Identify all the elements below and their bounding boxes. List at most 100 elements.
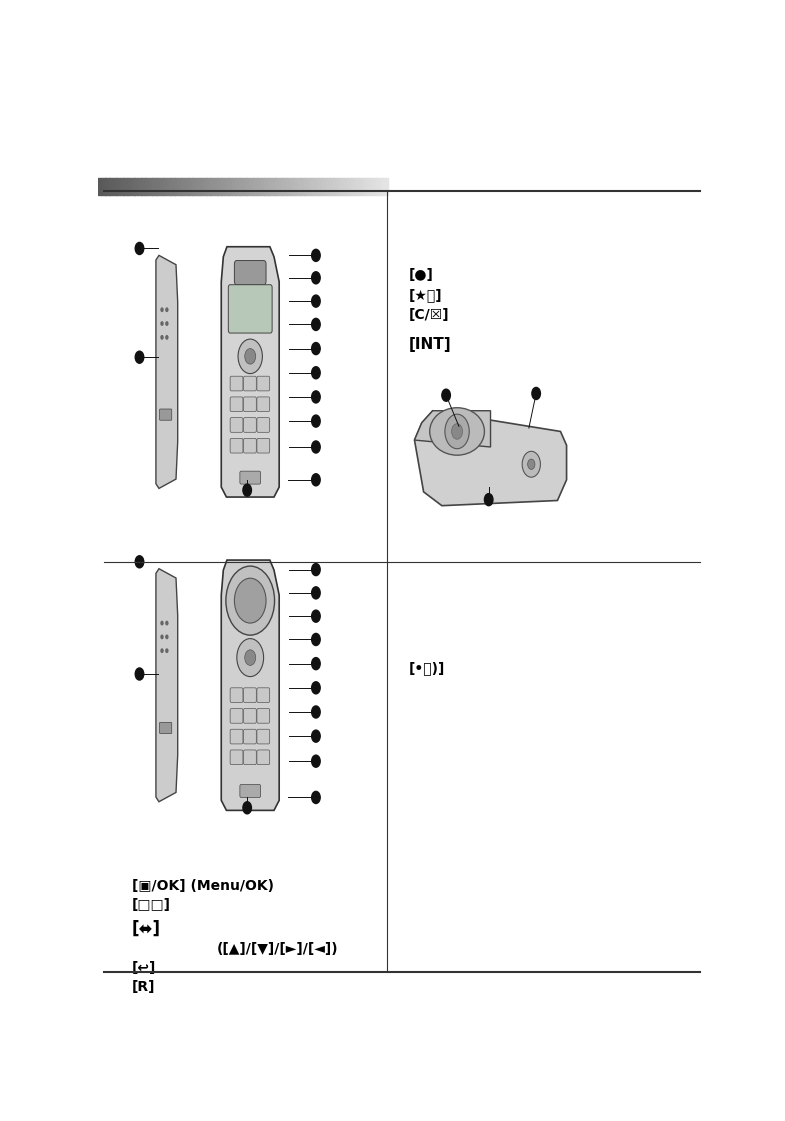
FancyBboxPatch shape bbox=[230, 730, 243, 744]
Bar bbox=[217, 177, 221, 195]
Circle shape bbox=[312, 658, 320, 669]
Text: [□□]: [□□] bbox=[132, 898, 170, 912]
Circle shape bbox=[312, 318, 320, 331]
Bar bbox=[348, 177, 352, 195]
Bar bbox=[275, 177, 279, 195]
Bar bbox=[239, 177, 243, 195]
Bar bbox=[290, 177, 294, 195]
Bar bbox=[181, 177, 185, 195]
Circle shape bbox=[135, 351, 144, 363]
Circle shape bbox=[312, 441, 320, 453]
Ellipse shape bbox=[429, 408, 484, 455]
Polygon shape bbox=[156, 256, 177, 489]
Bar bbox=[243, 177, 246, 195]
Circle shape bbox=[312, 415, 320, 427]
Circle shape bbox=[135, 242, 144, 254]
Bar bbox=[98, 177, 102, 195]
FancyBboxPatch shape bbox=[243, 730, 256, 744]
Circle shape bbox=[165, 648, 169, 654]
Bar bbox=[174, 177, 178, 195]
FancyBboxPatch shape bbox=[243, 708, 256, 723]
Bar bbox=[228, 177, 232, 195]
Circle shape bbox=[160, 321, 164, 326]
Bar bbox=[286, 177, 290, 195]
Circle shape bbox=[484, 493, 493, 506]
Bar bbox=[311, 177, 316, 195]
Circle shape bbox=[160, 307, 164, 312]
Bar bbox=[257, 177, 261, 195]
Bar bbox=[322, 177, 327, 195]
FancyBboxPatch shape bbox=[159, 409, 172, 420]
Bar bbox=[337, 177, 341, 195]
Bar bbox=[214, 177, 218, 195]
Circle shape bbox=[451, 424, 462, 439]
FancyBboxPatch shape bbox=[230, 397, 243, 411]
Bar bbox=[236, 177, 239, 195]
Circle shape bbox=[165, 307, 169, 312]
Circle shape bbox=[312, 295, 320, 307]
Circle shape bbox=[243, 484, 251, 497]
Circle shape bbox=[312, 791, 320, 804]
Bar bbox=[221, 177, 225, 195]
Circle shape bbox=[237, 639, 264, 677]
Bar bbox=[355, 177, 359, 195]
Bar bbox=[340, 177, 345, 195]
Text: [INT]: [INT] bbox=[408, 337, 451, 352]
Circle shape bbox=[160, 648, 164, 654]
Circle shape bbox=[160, 621, 164, 626]
Bar bbox=[177, 177, 182, 195]
Text: [R]: [R] bbox=[132, 981, 155, 994]
Bar bbox=[246, 177, 250, 195]
Circle shape bbox=[312, 249, 320, 261]
Circle shape bbox=[165, 634, 169, 639]
FancyBboxPatch shape bbox=[257, 750, 270, 765]
FancyBboxPatch shape bbox=[230, 750, 243, 765]
Bar bbox=[384, 177, 388, 195]
Bar bbox=[380, 177, 384, 195]
Bar bbox=[283, 177, 287, 195]
Bar bbox=[206, 177, 210, 195]
Bar bbox=[195, 177, 200, 195]
Circle shape bbox=[238, 339, 262, 373]
Bar bbox=[166, 177, 171, 195]
Polygon shape bbox=[414, 410, 491, 447]
FancyBboxPatch shape bbox=[257, 397, 270, 411]
FancyBboxPatch shape bbox=[257, 688, 270, 703]
Circle shape bbox=[135, 668, 144, 680]
Circle shape bbox=[312, 682, 320, 694]
Bar bbox=[141, 177, 146, 195]
Bar bbox=[163, 177, 167, 195]
Bar bbox=[268, 177, 272, 195]
Bar bbox=[184, 177, 189, 195]
Bar bbox=[326, 177, 330, 195]
Bar bbox=[279, 177, 283, 195]
FancyBboxPatch shape bbox=[159, 722, 172, 733]
Bar bbox=[109, 177, 113, 195]
Circle shape bbox=[442, 389, 451, 401]
Circle shape bbox=[165, 321, 169, 326]
Bar bbox=[145, 177, 149, 195]
Bar bbox=[366, 177, 370, 195]
Circle shape bbox=[312, 756, 320, 767]
Text: [•⦿)]: [•⦿)] bbox=[408, 661, 445, 675]
Bar bbox=[188, 177, 192, 195]
Circle shape bbox=[312, 586, 320, 599]
Bar bbox=[203, 177, 207, 195]
Polygon shape bbox=[156, 568, 177, 802]
FancyBboxPatch shape bbox=[235, 260, 266, 285]
FancyBboxPatch shape bbox=[230, 688, 243, 703]
Bar bbox=[297, 177, 301, 195]
Text: [★⓮]: [★⓮] bbox=[408, 288, 442, 303]
Circle shape bbox=[226, 566, 275, 636]
FancyBboxPatch shape bbox=[243, 397, 256, 411]
FancyBboxPatch shape bbox=[257, 418, 270, 433]
Bar bbox=[301, 177, 305, 195]
Bar bbox=[192, 177, 196, 195]
Circle shape bbox=[532, 388, 540, 399]
Bar bbox=[333, 177, 337, 195]
FancyBboxPatch shape bbox=[230, 438, 243, 453]
FancyBboxPatch shape bbox=[230, 377, 243, 391]
Circle shape bbox=[312, 730, 320, 742]
Bar bbox=[127, 177, 131, 195]
Polygon shape bbox=[414, 410, 567, 506]
